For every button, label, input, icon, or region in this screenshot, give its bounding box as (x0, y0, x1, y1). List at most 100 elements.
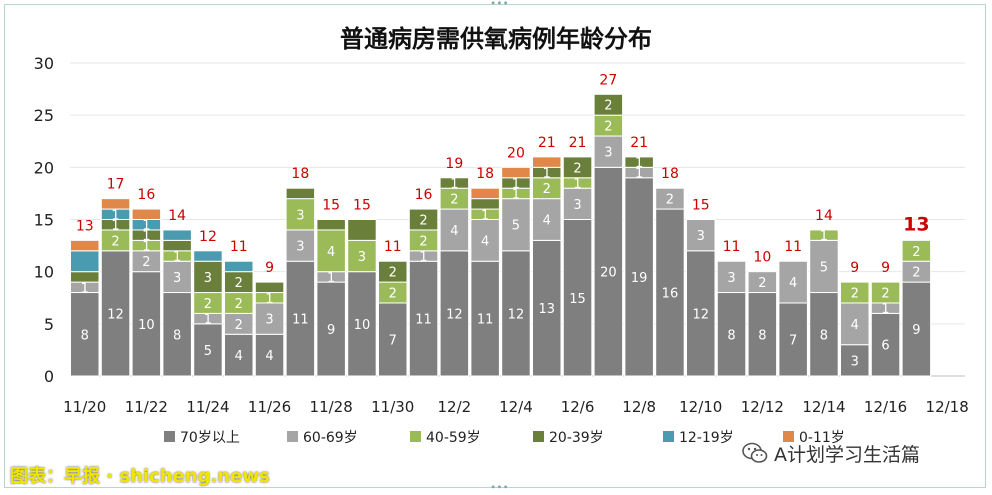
total-label: 12 (199, 229, 217, 245)
segment-label: 12 (107, 307, 124, 322)
bar-segment (70, 239, 100, 252)
segment-label: 1 (204, 313, 212, 328)
watermark-text: A计划学习生活篇 (774, 443, 920, 466)
segment-label: 2 (419, 214, 427, 229)
total-label: 13 (903, 213, 929, 235)
segment-label: 3 (358, 250, 366, 265)
y-axis: 0 5 10 15 20 25 30 (34, 54, 54, 386)
total-label: 21 (569, 135, 587, 151)
segment-label: 2 (881, 287, 889, 302)
bar-segment (901, 281, 932, 377)
bar-segment (316, 229, 346, 273)
segment-label: 1 (142, 240, 150, 255)
x-tick-label: 11/24 (186, 398, 229, 416)
bar-segment (131, 271, 162, 377)
bar-segment (655, 187, 685, 210)
y-tick-label: 15 (34, 211, 54, 230)
segment-label: 4 (851, 318, 859, 333)
segment-label: 5 (204, 344, 212, 359)
segment-label: 2 (543, 182, 551, 197)
segment-label: 2 (912, 245, 920, 260)
watermark: A计划学习生活篇 (742, 438, 920, 468)
segment-label: 8 (758, 328, 766, 343)
bar-segment (778, 260, 808, 304)
total-label: 11 (784, 239, 802, 255)
segment-label: 2 (912, 266, 920, 281)
legend-swatch (663, 431, 674, 442)
bar-segment (686, 250, 716, 377)
segment-label: 3 (265, 313, 273, 328)
bar-segment (501, 198, 531, 252)
bar-segment (532, 239, 562, 377)
bar-segment (809, 292, 839, 377)
bar-segment (501, 166, 531, 179)
total-label: 18 (661, 166, 679, 182)
segment-label: 2 (235, 318, 243, 333)
resize-handle-top[interactable]: ∙∙∙ (490, 0, 509, 9)
y-tick-label: 30 (34, 54, 54, 73)
x-tick-label: 11/30 (371, 398, 414, 416)
bar-segment (347, 239, 377, 273)
bar-segment (285, 187, 316, 200)
segment-label: 1 (635, 167, 643, 182)
x-tick-label: 12/2 (438, 398, 472, 416)
bar-segment (100, 198, 131, 210)
total-label: 18 (476, 166, 494, 182)
segment-label: 3 (204, 271, 212, 286)
x-tick-label: 12/14 (802, 398, 845, 416)
x-tick-label: 11/28 (310, 398, 353, 416)
total-label: 11 (384, 239, 402, 255)
segment-label: 2 (142, 255, 150, 270)
bar-segment (193, 250, 223, 262)
bar-segment (562, 156, 593, 179)
bar-segment (285, 198, 316, 231)
legend-item: 40-59岁 (410, 430, 481, 446)
segment-label: 1 (512, 187, 520, 202)
total-label: 20 (507, 145, 525, 161)
segment-label: 15 (569, 292, 586, 307)
y-tick-label: 25 (34, 106, 54, 125)
total-label: 14 (815, 208, 833, 224)
segment-label: 1 (450, 177, 458, 192)
segment-label: 8 (820, 328, 828, 343)
total-label: 11 (230, 239, 248, 255)
legend-swatch (164, 431, 175, 442)
segment-label: 3 (296, 240, 304, 255)
x-tick-label: 12/10 (679, 398, 722, 416)
segment-label: 1 (265, 292, 273, 307)
segment-label: 16 (662, 287, 679, 302)
segment-label: 4 (543, 214, 551, 229)
segment-label: 1 (142, 229, 150, 244)
segment-label: 4 (789, 276, 797, 291)
segment-label: 8 (727, 328, 735, 343)
total-label: 15 (692, 198, 710, 214)
bar-segment (254, 302, 285, 335)
total-label: 17 (107, 177, 125, 193)
chart-title: 普通病房需供氧病例年龄分布 (340, 25, 652, 53)
bar-segment (870, 312, 901, 377)
legend-label: 70岁以上 (180, 430, 240, 446)
x-tick-label: 11/20 (63, 398, 106, 416)
segment-label: 1 (173, 250, 181, 265)
chart-frame (4, 4, 986, 488)
resize-handle-bottom[interactable]: ∙∙∙ (490, 482, 509, 493)
bar-segment (686, 219, 716, 252)
segment-label: 4 (235, 349, 243, 364)
bar-segment (439, 250, 470, 377)
segment-label: 1 (820, 229, 828, 244)
legend-label: 0-11岁 (799, 430, 845, 446)
bar-segment (747, 271, 778, 294)
segment-label: 1 (111, 208, 119, 223)
total-label: 18 (291, 166, 309, 182)
bars: 8113122111710211116831145123124222114319… (70, 72, 932, 377)
legend-item: 60-69岁 (287, 430, 358, 446)
bar-segment (840, 302, 870, 346)
total-label: 21 (630, 135, 648, 151)
segment-label: 4 (327, 245, 335, 260)
segment-label: 1 (573, 177, 581, 192)
y-tick-label: 5 (44, 315, 54, 334)
legend: 70岁以上 60-69岁 40-59岁 20-39岁 12-19岁 0-11岁 (164, 430, 845, 446)
bar-segment (100, 250, 131, 377)
bar-segment (70, 271, 100, 283)
